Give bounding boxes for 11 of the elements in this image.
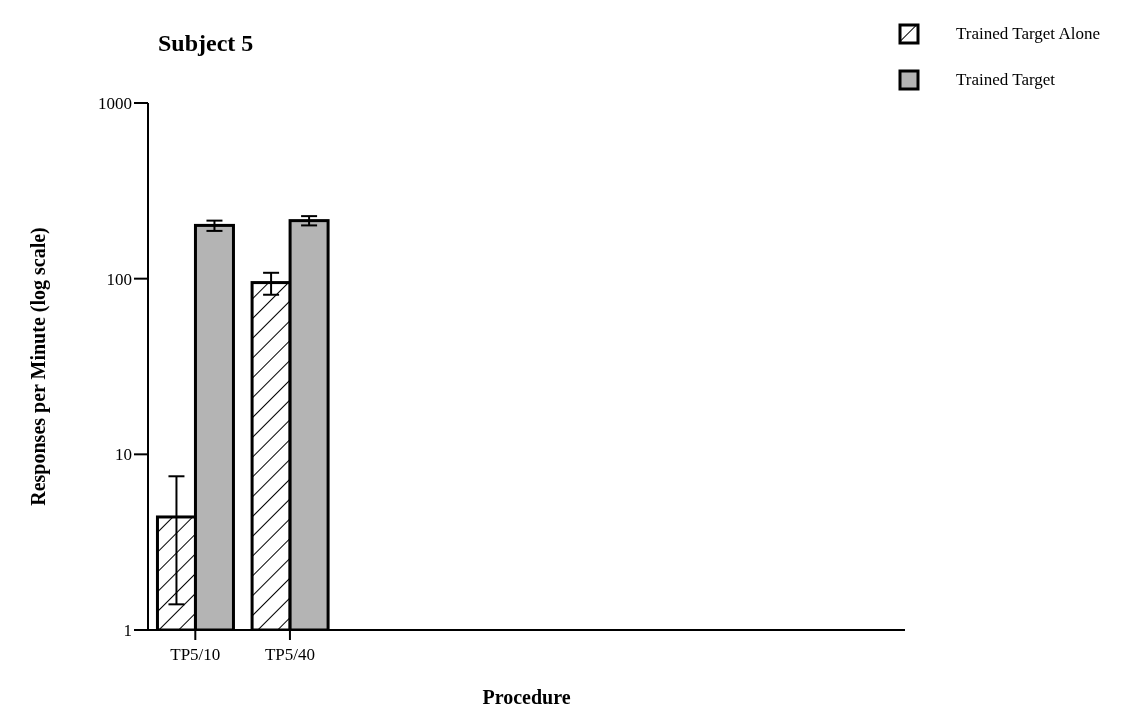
legend-label: Trained Target Alone bbox=[956, 24, 1100, 44]
y-axis-title: Responses per Minute (log scale) bbox=[27, 227, 51, 506]
x-tick-label: TP5/10 bbox=[170, 645, 221, 664]
legend-label: Trained Target bbox=[956, 70, 1056, 90]
y-tick-label: 1000 bbox=[98, 94, 132, 114]
chart-title: Subject 5 bbox=[158, 30, 254, 57]
y-tick-label: 100 bbox=[106, 269, 132, 289]
x-axis-title: Procedure bbox=[482, 686, 571, 709]
y-tick-label: 10 bbox=[115, 445, 132, 465]
y-tick-label: 1 bbox=[123, 621, 132, 641]
x-tick-label: TP5/40 bbox=[264, 645, 315, 664]
